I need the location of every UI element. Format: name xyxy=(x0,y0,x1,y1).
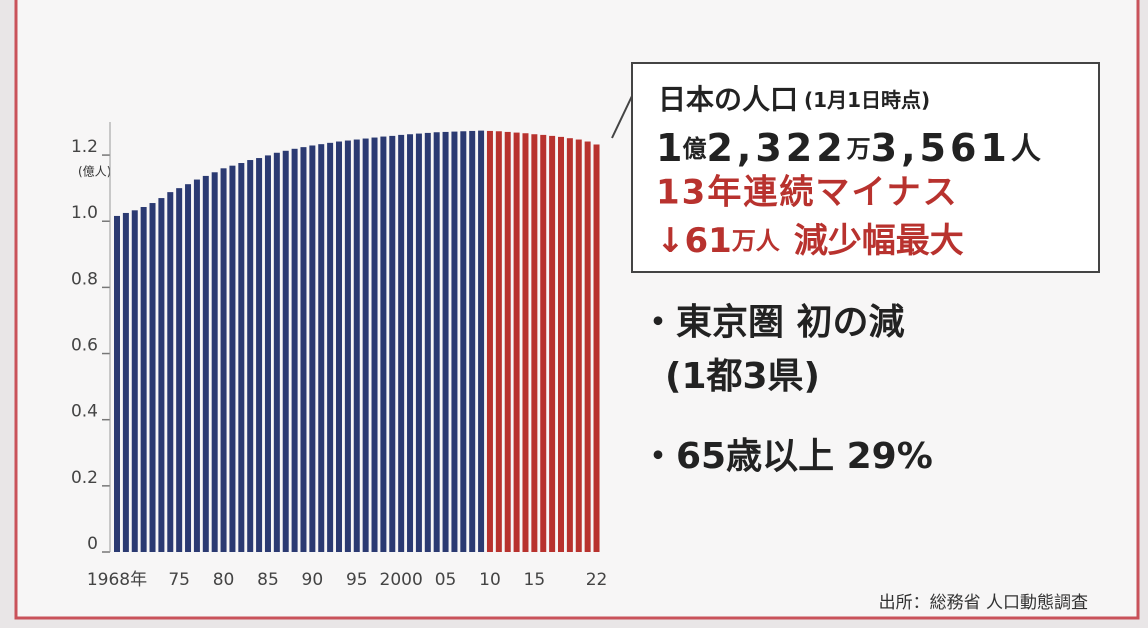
bar xyxy=(513,132,520,553)
bar xyxy=(273,152,280,552)
bar xyxy=(193,179,200,553)
bar xyxy=(460,131,467,552)
bar xyxy=(220,168,227,553)
bullet: (1都3県) xyxy=(665,356,820,397)
x-tick-label: 75 xyxy=(168,570,190,590)
bar xyxy=(362,138,369,553)
info-title-text: 日本の人口 xyxy=(658,83,798,116)
bar xyxy=(371,137,378,553)
y-tick-label: 0.8 xyxy=(71,269,98,289)
y-tick-label: 0.6 xyxy=(71,336,98,356)
y-unit: (億人) xyxy=(78,165,111,179)
bar xyxy=(531,134,538,552)
bar xyxy=(247,160,254,553)
x-tick-label: 2000 xyxy=(380,570,423,590)
bar xyxy=(353,139,360,552)
bar xyxy=(140,207,147,552)
decline-part: 減少幅最大 xyxy=(794,221,964,261)
bar xyxy=(575,139,582,552)
bar xyxy=(229,165,236,552)
bar xyxy=(264,155,271,552)
info-title: 日本の人口 (1月1日時点) xyxy=(658,83,930,116)
population-part: 人 xyxy=(1011,132,1041,167)
bar xyxy=(540,134,547,552)
x-tick-label: 15 xyxy=(524,570,546,590)
bar xyxy=(451,131,458,553)
x-tick-label: 05 xyxy=(435,570,457,590)
bar xyxy=(433,132,440,552)
x-tick-label: 85 xyxy=(257,570,279,590)
x-tick-label: 80 xyxy=(213,570,235,590)
source: 出所：総務省 人口動態調査 xyxy=(879,593,1088,613)
bar xyxy=(593,144,600,552)
y-tick-label: 0.4 xyxy=(71,402,98,422)
bar xyxy=(291,148,298,553)
bar xyxy=(478,130,485,552)
bar xyxy=(318,144,325,552)
bar xyxy=(558,136,564,552)
bar xyxy=(415,133,422,553)
bar xyxy=(167,192,174,552)
bar xyxy=(309,145,316,552)
bar xyxy=(131,210,138,553)
population-part: 2,322 xyxy=(706,126,846,170)
decline-years: 13年連続マイナス xyxy=(656,173,959,213)
population-part: 万 xyxy=(847,135,871,163)
bar xyxy=(114,215,120,552)
bar xyxy=(300,147,307,552)
pointer xyxy=(611,95,633,139)
bar xyxy=(495,131,502,552)
bar xyxy=(566,138,573,552)
info-note: (1月1日時点) xyxy=(804,88,930,112)
bar xyxy=(149,203,156,553)
bar xyxy=(202,175,209,552)
bullet: ・65歳以上 29% xyxy=(640,436,933,477)
bar xyxy=(549,135,556,552)
bar xyxy=(380,136,387,553)
bar xyxy=(407,134,414,552)
population-part: 億 xyxy=(682,135,706,163)
decline-amount: ↓61万人 減少幅最大 xyxy=(656,221,964,261)
x-tick-label: 95 xyxy=(346,570,368,590)
bar xyxy=(522,133,529,552)
bar xyxy=(176,188,183,552)
bar xyxy=(238,163,245,552)
bar xyxy=(469,130,476,552)
bar xyxy=(327,142,334,553)
bar xyxy=(256,158,263,553)
bar xyxy=(486,130,493,552)
info-box xyxy=(631,62,1100,273)
bar xyxy=(584,141,591,552)
bar xyxy=(398,134,405,552)
bar xyxy=(424,132,431,552)
x-tick-label: 90 xyxy=(302,570,324,590)
bar xyxy=(211,172,218,552)
bar xyxy=(158,198,165,553)
population-part: 3,561 xyxy=(871,126,1011,170)
y-tick-label: 1.2 xyxy=(71,137,98,157)
bar xyxy=(282,150,289,552)
y-tick-label: 0 xyxy=(87,534,98,554)
bar xyxy=(389,135,396,552)
x-tick-label: 1968年 xyxy=(87,570,147,590)
x-tick-label: 10 xyxy=(479,570,501,590)
population-part: 1 xyxy=(656,126,682,170)
bar xyxy=(185,184,192,552)
decline-part: 万人 xyxy=(732,227,780,255)
population: 1億2,322万3,561人 xyxy=(656,126,1041,170)
bar xyxy=(344,140,351,552)
bullet: ・東京圏 初の減 xyxy=(640,301,905,343)
y-tick-label: 1.0 xyxy=(71,203,98,223)
bar xyxy=(504,131,511,552)
y-tick-label: 0.2 xyxy=(71,468,98,488)
bar xyxy=(336,141,342,552)
bar xyxy=(442,131,449,552)
bar xyxy=(122,212,129,552)
decline-part: ↓61 xyxy=(656,221,732,261)
x-tick-label: 22 xyxy=(586,570,608,590)
